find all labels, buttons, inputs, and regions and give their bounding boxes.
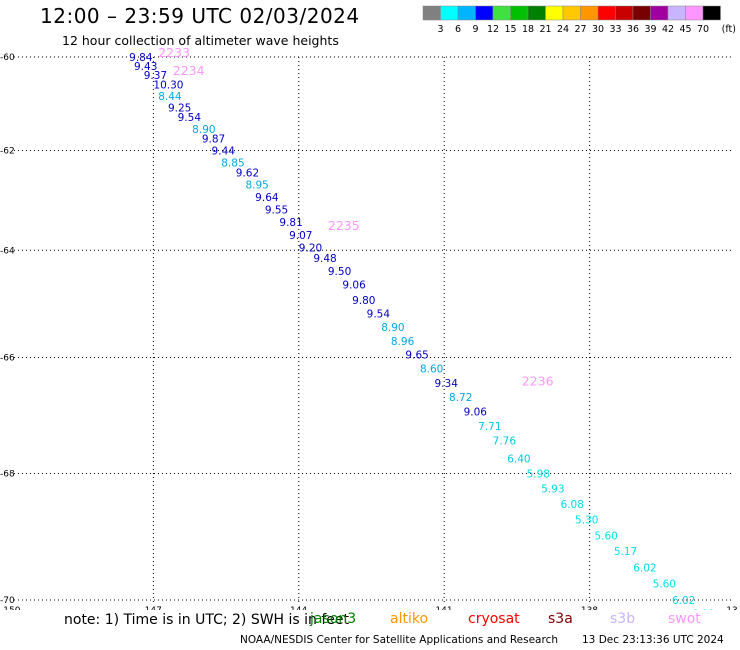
wave-height-value: 8.95 xyxy=(245,180,268,192)
colorbar-swatch xyxy=(702,5,721,21)
latitude-label: -60 xyxy=(0,53,15,63)
colorbar-tick-label: 39 xyxy=(644,24,656,35)
wave-height-value: 9.64 xyxy=(255,192,279,204)
latitude-label: -62 xyxy=(0,146,15,156)
satellite-swot: swot xyxy=(668,611,701,627)
colorbar-unit: (ft) xyxy=(722,24,736,35)
wave-height-value: 8.60 xyxy=(420,364,443,376)
wave-height-value: 7.76 xyxy=(493,436,517,448)
wave-height-value: 8.96 xyxy=(391,336,415,348)
satellite-s3b: s3b xyxy=(610,611,636,627)
wave-height-value: 9.54 xyxy=(178,112,202,124)
longitude-label: -138 xyxy=(578,606,599,610)
colorbar-tick-label: 30 xyxy=(592,24,604,35)
latitude-label: -66 xyxy=(0,354,15,364)
wave-height-value: 9.37 xyxy=(144,70,167,82)
colorbar-tick-label: 12 xyxy=(487,24,499,35)
credit-line: NOAA/NESDIS Center for Satellite Applica… xyxy=(240,634,558,646)
wave-height-value: 9.06 xyxy=(464,406,488,418)
map-subtitle: 12 hour collection of altimeter wave hei… xyxy=(62,33,339,48)
colorbar-tick-label: 3 xyxy=(437,24,443,35)
latitude-label: -64 xyxy=(0,246,15,256)
wave-height-map: -60 -62 -64 -66 -68 -70-150 -147 -144 -141 -138 -1… xyxy=(0,45,738,610)
wave-height-colorbar: 3 6 9 12 15 18 21 24 27 30 33 36 39 42 45 70 (ft) xyxy=(422,5,736,35)
wave-height-value: 9.54 xyxy=(367,309,391,321)
wave-height-value: 9.80 xyxy=(352,295,375,307)
footer-note: note: 1) Time is in UTC; 2) SWH is in fe… xyxy=(64,612,350,628)
colorbar-tick-label: 45 xyxy=(679,24,691,35)
wave-height-value: 8.90 xyxy=(381,322,404,334)
wave-height-value: 10.30 xyxy=(153,79,183,91)
longitude-label: -144 xyxy=(287,606,308,610)
colorbar-tick-label: 18 xyxy=(522,24,534,35)
wave-height-value: 9.43 xyxy=(134,61,157,73)
wave-height-value: 9.25 xyxy=(168,103,191,115)
colorbar-tick-label: 24 xyxy=(557,24,569,35)
wave-height-value: 6.01 xyxy=(691,608,714,610)
latitude-label: -70 xyxy=(0,596,15,606)
wave-height-value: 5.98 xyxy=(527,469,550,481)
wave-height-value: 9.84 xyxy=(129,52,153,64)
wave-height-value: 9.65 xyxy=(405,350,428,362)
wave-height-value: 9.34 xyxy=(435,378,459,390)
map-title: 12:00 – 23:59 UTC 02/03/2024 xyxy=(40,4,360,28)
longitude-label: -150 xyxy=(0,606,21,610)
colorbar-tick-label: 42 xyxy=(662,24,674,35)
wave-height-value: 9.62 xyxy=(236,167,259,179)
wave-height-value: 6.08 xyxy=(561,499,584,511)
wave-height-value: 8.90 xyxy=(192,124,215,136)
wave-height-value: 9.55 xyxy=(265,205,288,217)
colorbar-tick-label: 36 xyxy=(627,24,639,35)
generation-timestamp: 13 Dec 23:13:36 UTC 2024 xyxy=(582,634,724,646)
colorbar-tick-label: 6 xyxy=(455,24,461,35)
satellite-cryosat: cryosat xyxy=(468,611,520,627)
wave-height-value: 9.20 xyxy=(299,243,322,255)
colorbar-tick-label: 9 xyxy=(472,24,478,35)
pass-number-label: 2234 xyxy=(173,63,205,78)
pass-number-label: 2235 xyxy=(328,218,360,233)
colorbar-tick-label: 21 xyxy=(539,24,551,35)
pass-number-label: 2236 xyxy=(522,374,554,389)
wave-height-value: 9.44 xyxy=(212,145,236,157)
wave-height-value: 9.06 xyxy=(342,279,366,291)
colorbar-tick-label: 33 xyxy=(609,24,621,35)
wave-height-value: 8.44 xyxy=(158,91,182,103)
wave-height-value: 5.30 xyxy=(575,515,598,527)
wave-height-value: 6.02 xyxy=(633,562,656,574)
wave-height-value: 6.02 xyxy=(672,595,695,607)
colorbar-tick-label: 27 xyxy=(574,24,586,35)
wave-height-value: 6.40 xyxy=(507,453,530,465)
wave-height-value: 9.50 xyxy=(328,266,351,278)
wave-height-value: 5.60 xyxy=(594,530,617,542)
colorbar-tick-label: 15 xyxy=(504,24,516,35)
satellite-jason3: jason3 xyxy=(310,611,357,627)
satellite-altiko: altiko xyxy=(390,611,429,627)
wave-height-value: 9.48 xyxy=(313,253,336,265)
colorbar-tick-label: 70 xyxy=(697,24,709,35)
wave-height-value: 9.87 xyxy=(202,133,225,145)
wave-height-value: 5.93 xyxy=(541,484,564,496)
wave-height-value: 5.17 xyxy=(614,546,637,558)
wave-height-value: 9.81 xyxy=(279,217,302,229)
wave-height-value: 8.72 xyxy=(449,392,472,404)
longitude-label: -147 xyxy=(141,606,161,610)
latitude-label: -68 xyxy=(0,470,15,480)
satellite-s3a: s3a xyxy=(548,611,573,627)
wave-height-value: 9.07 xyxy=(289,230,312,242)
longitude-label: -141 xyxy=(432,606,452,610)
pass-number-label: 2233 xyxy=(158,45,190,60)
wave-height-value: 5.60 xyxy=(653,579,676,591)
longitude-label: -13 xyxy=(723,606,738,610)
wave-height-value: 8.85 xyxy=(221,158,244,170)
wave-height-value: 7.71 xyxy=(478,421,501,433)
